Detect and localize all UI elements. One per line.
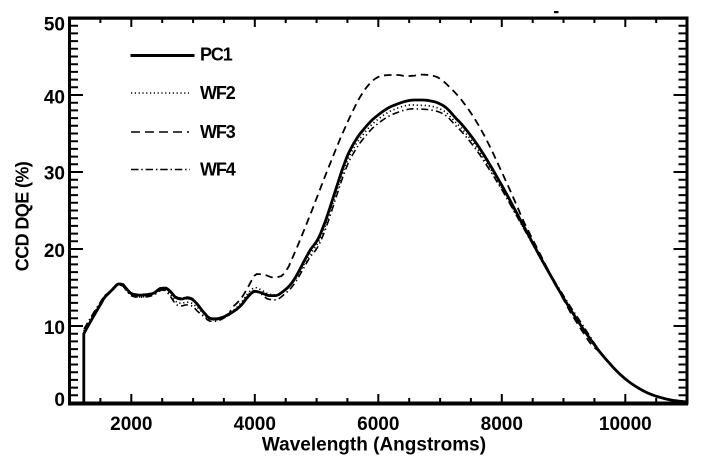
svg-text:20: 20 bbox=[44, 241, 65, 262]
svg-text:WF2: WF2 bbox=[200, 83, 236, 103]
svg-text:2000: 2000 bbox=[110, 414, 152, 435]
svg-text:30: 30 bbox=[44, 164, 65, 185]
svg-text:8000: 8000 bbox=[481, 414, 523, 435]
svg-text:40: 40 bbox=[44, 88, 65, 109]
svg-text:4000: 4000 bbox=[234, 414, 276, 435]
svg-text:10000: 10000 bbox=[599, 414, 652, 435]
svg-text:WF4: WF4 bbox=[200, 160, 236, 180]
svg-text:50: 50 bbox=[44, 14, 65, 35]
svg-text:CCD DQE (%): CCD DQE (%) bbox=[13, 161, 33, 271]
svg-text:PC1: PC1 bbox=[200, 45, 233, 65]
svg-text:Wavelength (Angstroms): Wavelength (Angstroms) bbox=[262, 435, 486, 456]
svg-text:0: 0 bbox=[54, 390, 65, 411]
svg-text:10: 10 bbox=[44, 318, 65, 339]
svg-text:WF3: WF3 bbox=[200, 122, 236, 142]
svg-text:6000: 6000 bbox=[357, 414, 399, 435]
